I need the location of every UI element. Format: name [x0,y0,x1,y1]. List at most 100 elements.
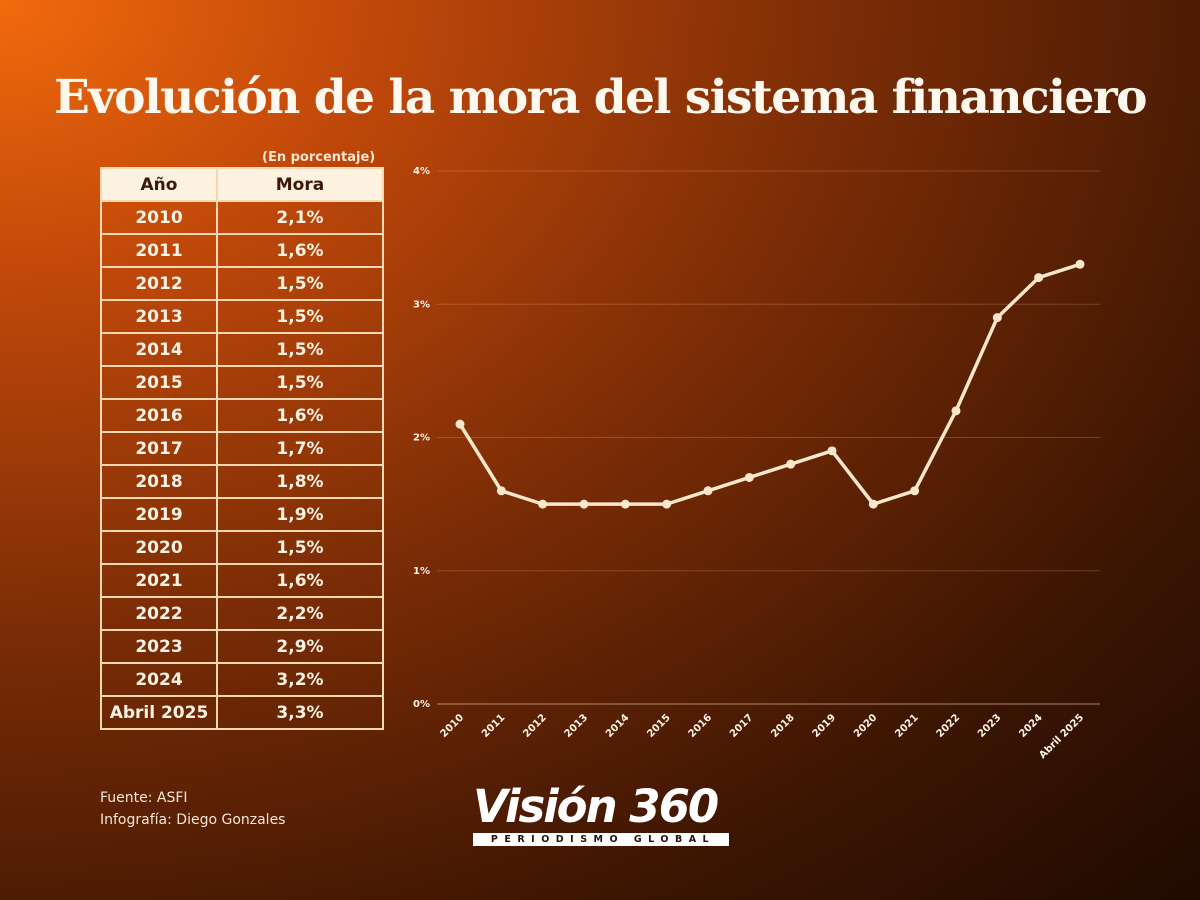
page-title: Evolución de la mora del sistema financi… [53,70,1148,125]
data-point [455,419,465,429]
year-cell: 2010 [100,200,218,235]
year-cell: 2021 [100,563,218,598]
table-row: 2011 1,6% [100,233,384,268]
year-cell: 2023 [100,629,218,664]
year-cell: 2015 [100,365,218,400]
mora-cell: 1,5% [216,332,384,367]
y-tick-label: 3% [413,299,430,310]
year-cell: 2016 [100,398,218,433]
mora-cell: 1,6% [216,563,384,598]
table-row: 2024 3,2% [100,662,384,697]
mora-cell: 2,9% [216,629,384,664]
year-cell: 2013 [100,299,218,334]
column-header-mora: Mora [216,167,384,202]
logo-wordmark: Visión 360 [473,780,719,833]
credit-text: Infografía: Diego Gonzales [100,812,286,828]
table-body: 2010 2,1% 2011 1,6% 2012 1,5% 2013 1,5% 2014 1,5%… [100,200,384,730]
y-tick-label: 2% [413,433,430,444]
x-axis-labels: 2010 2011 2012 2013 2014 2015 2016 2017 2018 2019… [439,712,1086,761]
mora-cell: 1,9% [216,497,384,532]
table-row: 2023 2,9% [100,629,384,664]
table-row: 2016 1,6% [100,398,384,433]
table-row: 2013 1,5% [100,299,384,334]
x-tick-label: 2012 [521,712,548,739]
mora-cell: 3,3% [216,695,384,730]
x-tick-label: 2010 [439,712,466,739]
table-row: 2010 2,1% [100,200,384,235]
table-row: 2020 1,5% [100,530,384,565]
year-cell: 2019 [100,497,218,532]
mora-cell: 1,5% [216,530,384,565]
line-chart: 0%1%2%3%4% 2010 2011 2012 2013 2014 2015 2016 2… [413,166,1100,761]
x-tick-label: 2024 [1017,712,1044,739]
data-point [620,499,630,509]
x-tick-label: 2014 [604,712,631,739]
table-header-row: Año Mora [100,167,384,202]
mora-series [455,259,1085,509]
y-axis-labels: 0% 1% 2% 3% 4% [413,166,430,710]
year-cell: 2017 [100,431,218,466]
data-point [496,486,506,496]
table-row: Abril 2025 3,3% [100,695,384,730]
source-text: Fuente: ASFI [100,790,188,806]
mora-cell: 1,6% [216,398,384,433]
x-tick-label: 2023 [976,712,1003,739]
mora-cell: 1,8% [216,464,384,499]
mora-cell: 1,5% [216,266,384,301]
x-tick-label: 2016 [687,712,714,739]
year-cell: 2020 [100,530,218,565]
logo-tagline: PERIODISMO GLOBAL [473,833,729,846]
series-line [458,262,1082,506]
data-point [827,446,837,456]
data-point [662,499,672,509]
column-header-year: Año [100,167,218,202]
data-point [538,499,548,509]
table-row: 2018 1,8% [100,464,384,499]
data-point [1075,259,1085,269]
year-cell: 2018 [100,464,218,499]
data-point [868,499,878,509]
y-tick-label: 4% [413,166,430,177]
table-row: 2014 1,5% [100,332,384,367]
year-cell: 2012 [100,266,218,301]
mora-cell: 2,2% [216,596,384,631]
data-point [951,406,961,416]
x-tick-label: 2015 [645,712,672,739]
source-block: Fuente: ASFI Infografía: Diego Gonzales [100,787,285,831]
mora-cell: 1,6% [216,233,384,268]
data-point [910,486,920,496]
data-point [992,313,1002,323]
year-cell: 2014 [100,332,218,367]
chart-grid [437,170,1100,705]
mora-cell: 1,5% [216,365,384,400]
mora-cell: 2,1% [216,200,384,235]
vision360-logo: Visión 360 PERIODISMO GLOBAL [473,782,729,846]
table-row: 2021 1,6% [100,563,384,598]
year-cell: 2024 [100,662,218,697]
data-point [744,472,754,482]
mora-cell: 3,2% [216,662,384,697]
data-point [579,499,589,509]
y-tick-label: 1% [413,566,430,577]
x-tick-label: 2018 [769,712,796,739]
table-row: 2012 1,5% [100,266,384,301]
unit-note: (En porcentaje) [262,150,376,165]
x-tick-label: 2019 [811,712,838,739]
mora-cell: 1,5% [216,299,384,334]
x-tick-label: 2021 [893,712,920,739]
x-tick-label: Abril 2025 [1037,712,1086,761]
table-row: 2019 1,9% [100,497,384,532]
x-tick-label: 2017 [728,712,755,739]
data-point [703,486,713,496]
table-row: 2017 1,7% [100,431,384,466]
data-point [786,459,796,469]
table-row: 2022 2,2% [100,596,384,631]
year-cell: 2011 [100,233,218,268]
x-tick-label: 2011 [480,712,507,739]
data-point [1034,273,1044,283]
x-tick-label: 2022 [935,712,962,739]
mora-cell: 1,7% [216,431,384,466]
table-row: 2015 1,5% [100,365,384,400]
y-tick-label: 0% [413,699,430,710]
mora-table: Año Mora 2010 2,1% 2011 1,6% 2012 1,5% 2013 1,5… [100,167,384,730]
